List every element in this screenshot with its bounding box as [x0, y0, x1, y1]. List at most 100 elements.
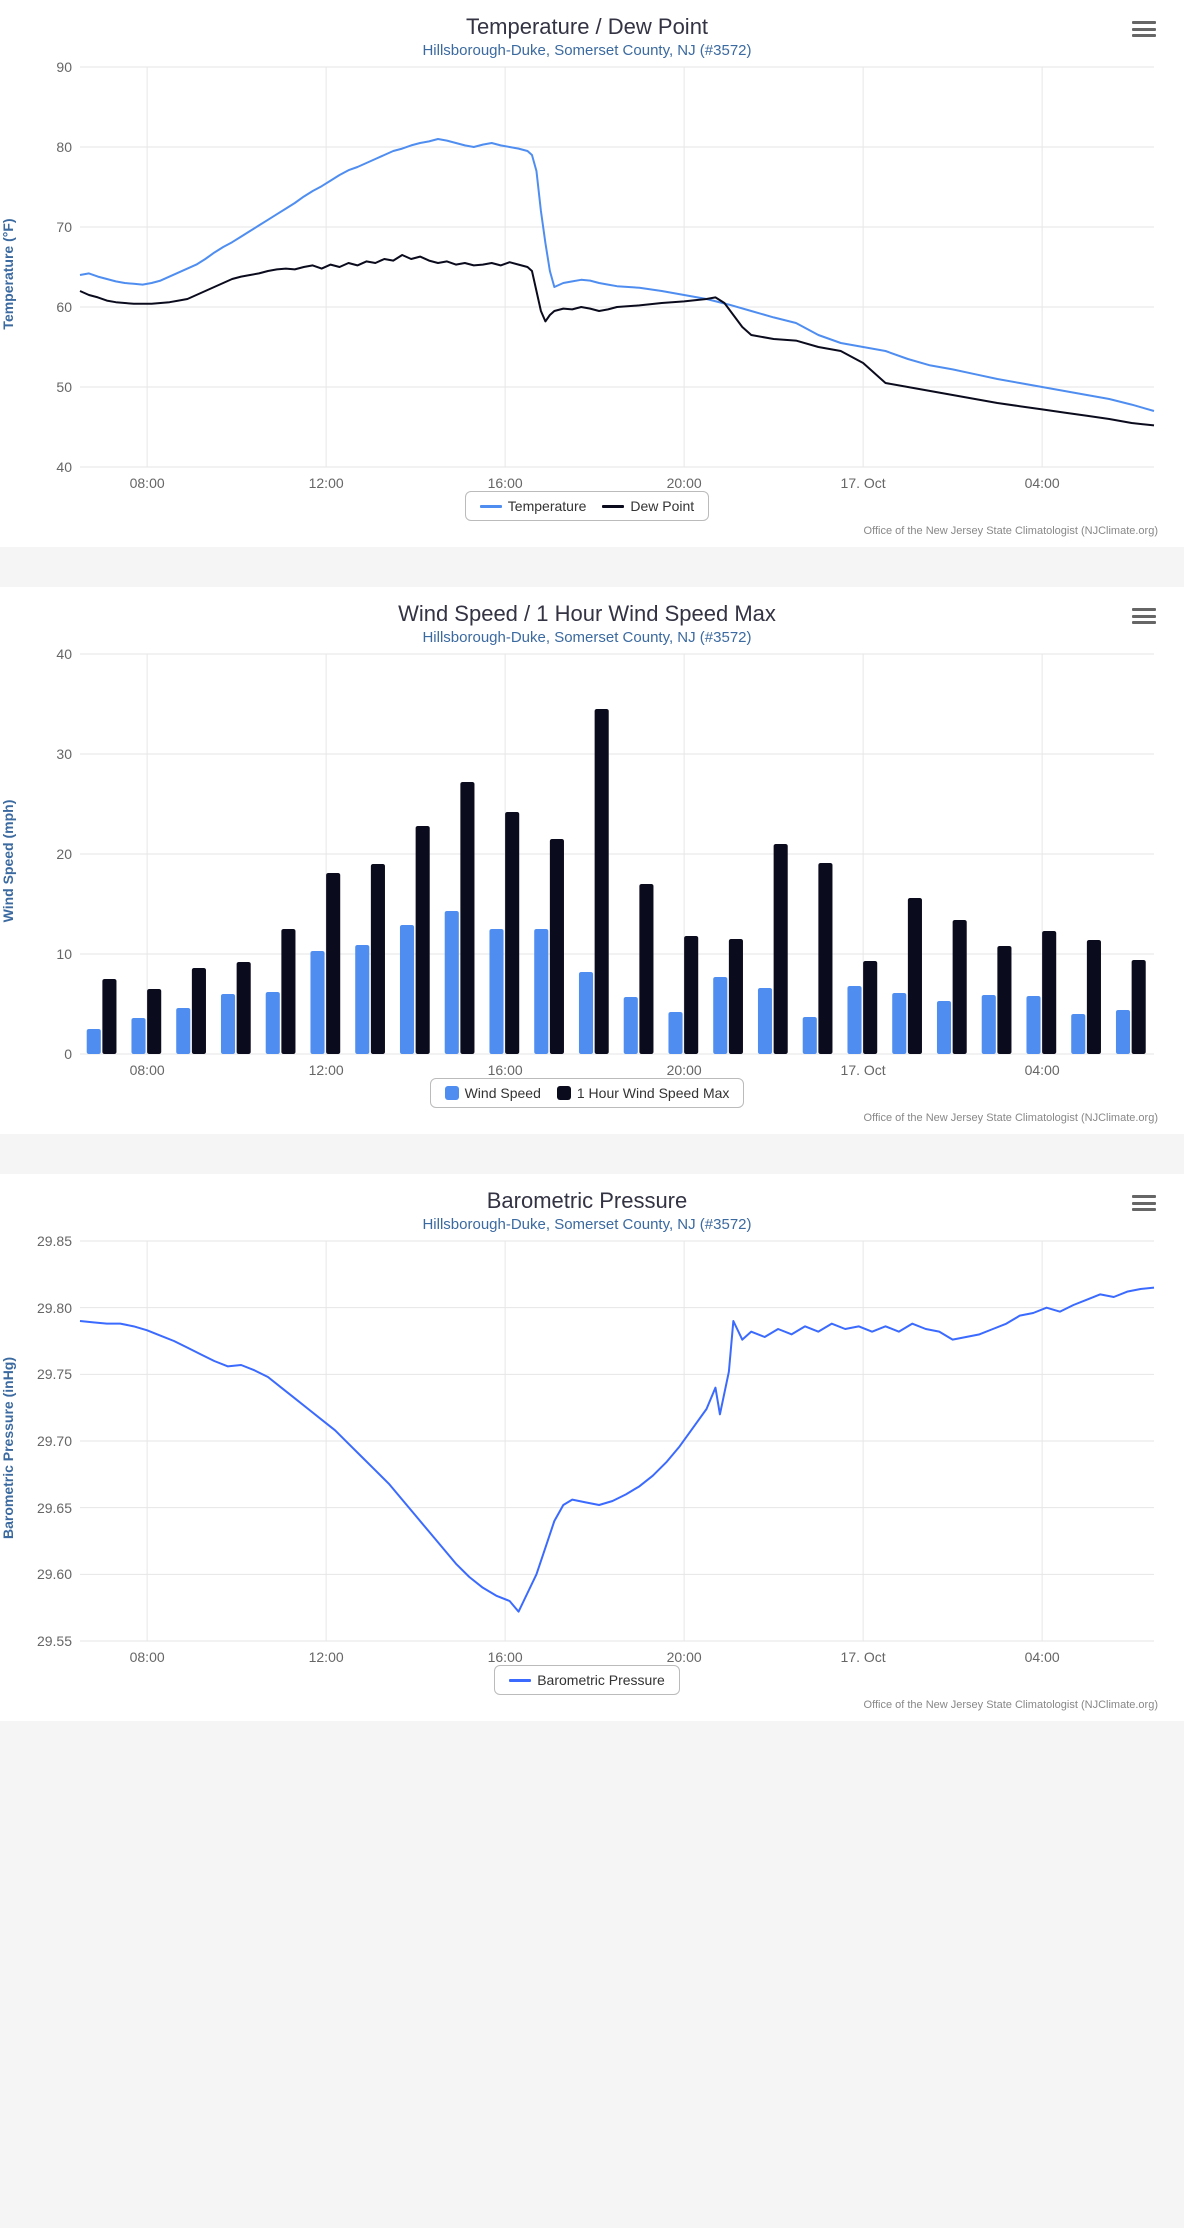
- bar: [1132, 960, 1146, 1054]
- bar: [1087, 940, 1101, 1054]
- legend-swatch: [445, 1086, 459, 1100]
- y-tick-label: 0: [64, 1046, 80, 1062]
- legend-item[interactable]: 1 Hour Wind Speed Max: [557, 1085, 730, 1101]
- bar: [281, 929, 295, 1054]
- x-tick-label: 12:00: [309, 1641, 344, 1665]
- bar: [550, 839, 564, 1054]
- y-tick-label: 29.75: [37, 1366, 80, 1382]
- legend-item[interactable]: Barometric Pressure: [509, 1672, 665, 1688]
- bar: [534, 929, 548, 1054]
- bar: [818, 863, 832, 1054]
- bar: [266, 992, 280, 1054]
- x-tick-label: 12:00: [309, 1054, 344, 1078]
- plot-area: 01020304008:0012:0016:0020:0017. Oct04:0…: [80, 654, 1154, 1054]
- y-tick-label: 29.70: [37, 1433, 80, 1449]
- legend: Temperature Dew Point: [10, 491, 1164, 521]
- x-tick-label: 20:00: [667, 1054, 702, 1078]
- bar: [371, 864, 385, 1054]
- bar: [505, 812, 519, 1054]
- bar: [1071, 1014, 1085, 1054]
- bar: [445, 911, 459, 1054]
- y-axis-label: Barometric Pressure (inHg): [0, 1356, 16, 1538]
- y-tick-label: 80: [56, 139, 80, 155]
- legend-item[interactable]: Temperature: [480, 498, 587, 514]
- bar: [624, 997, 638, 1054]
- bar: [595, 709, 609, 1054]
- bar: [87, 1029, 101, 1054]
- x-tick-label: 20:00: [667, 1641, 702, 1665]
- plot-area: 29.5529.6029.6529.7029.7529.8029.8508:00…: [80, 1241, 1154, 1641]
- bar: [221, 994, 235, 1054]
- bar: [639, 884, 653, 1054]
- bar: [147, 989, 161, 1054]
- x-tick-label: 17. Oct: [841, 1054, 886, 1078]
- bar: [713, 977, 727, 1054]
- x-tick-label: 08:00: [130, 1054, 165, 1078]
- chart-panel: Wind Speed / 1 Hour Wind Speed MaxHillsb…: [0, 587, 1184, 1134]
- y-tick-label: 29.85: [37, 1233, 80, 1249]
- legend-item[interactable]: Dew Point: [602, 498, 694, 514]
- bar: [729, 939, 743, 1054]
- y-tick-label: 30: [56, 746, 80, 762]
- x-tick-label: 16:00: [488, 1641, 523, 1665]
- legend-swatch: [480, 505, 502, 508]
- bar: [684, 936, 698, 1054]
- bar: [803, 1017, 817, 1054]
- y-tick-label: 29.80: [37, 1300, 80, 1316]
- x-tick-label: 08:00: [130, 1641, 165, 1665]
- bar: [400, 925, 414, 1054]
- bar: [192, 968, 206, 1054]
- chart-menu-icon[interactable]: [1132, 18, 1156, 40]
- y-tick-label: 40: [56, 646, 80, 662]
- legend-label: Dew Point: [630, 498, 694, 514]
- legend-label: Temperature: [508, 498, 587, 514]
- x-tick-label: 08:00: [130, 467, 165, 491]
- bar: [176, 1008, 190, 1054]
- bar: [310, 951, 324, 1054]
- bar: [997, 946, 1011, 1054]
- bar: [892, 993, 906, 1054]
- plot-area: 40506070809008:0012:0016:0020:0017. Oct0…: [80, 67, 1154, 467]
- bar: [489, 929, 503, 1054]
- y-tick-label: 60: [56, 299, 80, 315]
- x-tick-label: 16:00: [488, 1054, 523, 1078]
- x-tick-label: 20:00: [667, 467, 702, 491]
- y-tick-label: 70: [56, 219, 80, 235]
- x-tick-label: 17. Oct: [841, 467, 886, 491]
- bar: [237, 962, 251, 1054]
- legend-item[interactable]: Wind Speed: [445, 1085, 541, 1101]
- chart-panel: Barometric Pressure Hillsborough-Duke, So…: [0, 1174, 1184, 1721]
- legend-label: Wind Speed: [465, 1085, 541, 1101]
- bar: [1042, 931, 1056, 1054]
- bar: [847, 986, 861, 1054]
- x-tick-label: 17. Oct: [841, 1641, 886, 1665]
- y-tick-label: 90: [56, 59, 80, 75]
- x-tick-label: 04:00: [1025, 467, 1060, 491]
- y-tick-label: 20: [56, 846, 80, 862]
- chart-menu-icon[interactable]: [1132, 1192, 1156, 1214]
- bar: [102, 979, 116, 1054]
- bar: [774, 844, 788, 1054]
- y-tick-label: 40: [56, 459, 80, 475]
- chart-menu-icon[interactable]: [1132, 605, 1156, 627]
- bar: [982, 995, 996, 1054]
- plot-svg: [80, 1241, 1154, 1641]
- chart-subtitle: Hillsborough-Duke, Somerset County, NJ (…: [10, 1216, 1164, 1233]
- chart-title: Wind Speed / 1 Hour Wind Speed Max: [10, 601, 1164, 627]
- legend-swatch: [509, 1679, 531, 1682]
- chart-credits: Office of the New Jersey State Climatolo…: [10, 525, 1158, 537]
- y-axis-label: Wind Speed (mph): [0, 799, 16, 922]
- chart-title: Temperature / Dew Point: [10, 14, 1164, 40]
- bar: [668, 1012, 682, 1054]
- chart-credits: Office of the New Jersey State Climatolo…: [10, 1112, 1158, 1124]
- legend-swatch: [602, 505, 624, 508]
- bar: [863, 961, 877, 1054]
- bar: [326, 873, 340, 1054]
- bar: [416, 826, 430, 1054]
- plot-svg: [80, 67, 1154, 467]
- legend: Barometric Pressure: [10, 1665, 1164, 1695]
- chart-credits: Office of the New Jersey State Climatolo…: [10, 1699, 1158, 1711]
- series-line: [80, 139, 1154, 411]
- chart-panel: Temperature / Dew PointHillsborough-Duke…: [0, 0, 1184, 547]
- x-tick-label: 04:00: [1025, 1641, 1060, 1665]
